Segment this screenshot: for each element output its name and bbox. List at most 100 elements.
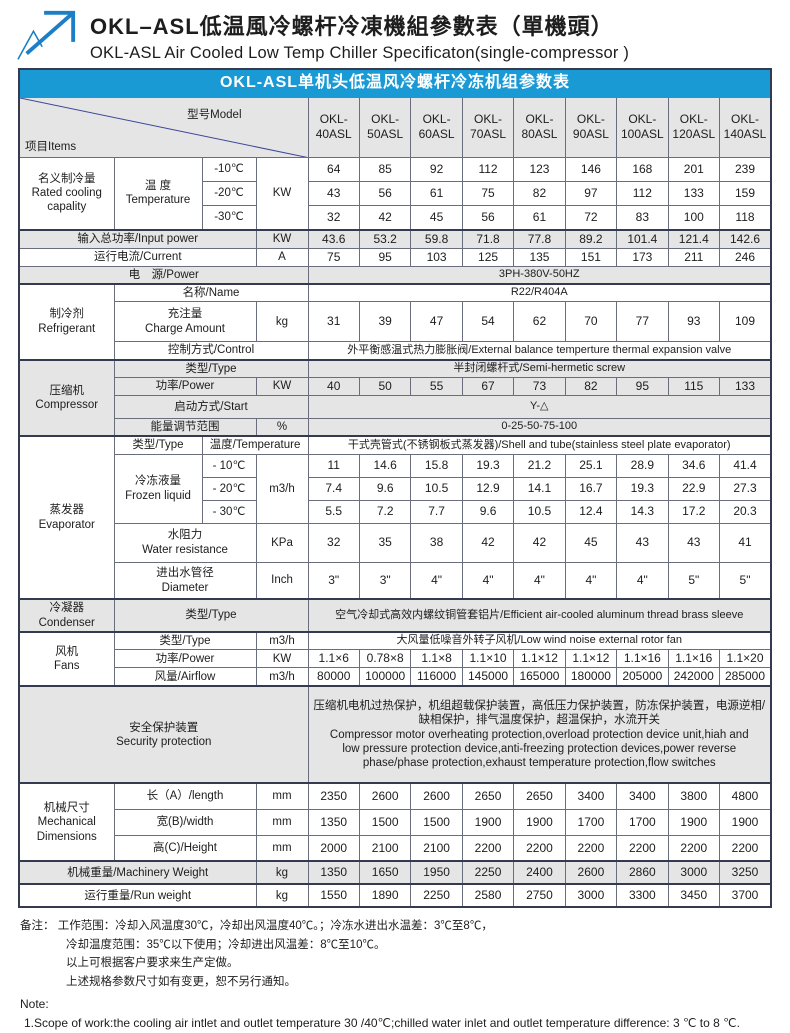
value-cell: 42 bbox=[358, 205, 412, 230]
value-cell: 125 bbox=[461, 247, 515, 267]
value-cell: 11 bbox=[307, 453, 360, 478]
row-width: 宽(B)/width mm 1350 1500 1500 1900 1900 1700 17… bbox=[19, 808, 772, 836]
value-cell: 173 bbox=[616, 247, 669, 267]
value-cell: 5.5 bbox=[307, 499, 360, 524]
value-cell: 9.6 bbox=[358, 476, 412, 501]
value-cell: 201 bbox=[667, 157, 721, 182]
value-cell: 27.3 bbox=[719, 476, 772, 501]
value-cell: 55 bbox=[410, 377, 463, 396]
value-cell: 1350 bbox=[307, 860, 360, 885]
value-cell: 56 bbox=[461, 205, 515, 230]
value-cell: 10.5 bbox=[410, 476, 463, 501]
value-cell: 2200 bbox=[719, 834, 772, 862]
input-power-label: 输入总功率/Input power bbox=[18, 228, 257, 249]
value-cell: 28.9 bbox=[616, 453, 669, 478]
value-cell: 20.3 bbox=[719, 499, 772, 524]
section-label-security: 安全保护装置 Security protection bbox=[18, 685, 309, 784]
row-length: 机械尺寸 Mechanical Dimensions 长（A）/length m… bbox=[18, 782, 772, 862]
length-label: 长（A）/length bbox=[113, 782, 257, 810]
value-cell: 2200 bbox=[667, 834, 721, 862]
value-cell: 2200 bbox=[513, 834, 566, 862]
frozen-temp-minus30: - 30℃ bbox=[201, 499, 257, 524]
value-cell: 4" bbox=[513, 561, 566, 600]
value-cell: 45 bbox=[410, 205, 463, 230]
value-cell: 80000 bbox=[307, 667, 360, 687]
value-cell: 2650 bbox=[461, 782, 515, 810]
value-cell: 101.4 bbox=[616, 228, 669, 249]
value-cell: 43.6 bbox=[307, 228, 360, 249]
value-cell: 1350 bbox=[307, 808, 360, 836]
value-cell: 242000 bbox=[667, 667, 721, 687]
compressor-type-label: 类型/Type bbox=[113, 358, 309, 378]
section-label-dimensions: 机械尺寸 Mechanical Dimensions bbox=[18, 782, 115, 862]
value-cell: 1.1×10 bbox=[461, 649, 515, 669]
value-cell: 1550 bbox=[307, 883, 360, 908]
spec-table: OKL-ASL单机头低温风冷螺杆冷冻机组参数表 项目Items 型号Model … bbox=[18, 68, 772, 909]
value-cell: 1950 bbox=[410, 860, 463, 885]
run-weight-unit: kg bbox=[255, 883, 309, 908]
row-input-power: 输入总功率/Input power KW 43.6 53.2 59.8 71.8 77.… bbox=[18, 228, 772, 249]
width-unit: mm bbox=[255, 808, 309, 836]
value-cell: 239 bbox=[719, 157, 772, 182]
value-cell: 116000 bbox=[410, 667, 463, 687]
model-header-cell: OKL- 100ASL bbox=[616, 96, 669, 158]
value-cell: 2600 bbox=[358, 782, 412, 810]
frozen-temp-minus10: - 10℃ bbox=[201, 453, 257, 478]
value-cell: 1900 bbox=[513, 808, 566, 836]
value-cell: 1650 bbox=[358, 860, 412, 885]
value-cell: 39 bbox=[358, 301, 412, 343]
row-water-resistance: 水阻力 Water resistance KPa 32 35 38 42 42 45 43 4… bbox=[19, 522, 772, 563]
row-diameter: 进出水管径 Diameter Inch 3" 3" 4" 4" 4" 4" 4" 5" 5" bbox=[19, 561, 772, 600]
value-cell: 50 bbox=[358, 377, 412, 396]
value-cell: 10.5 bbox=[513, 499, 566, 524]
start-mode-value: Y-△ bbox=[307, 395, 772, 419]
value-cell: 168 bbox=[616, 157, 669, 182]
value-cell: 4" bbox=[461, 561, 515, 600]
row-compressor-power: 功率/Power KW 40 50 55 67 73 82 95 115 133 bbox=[19, 377, 772, 396]
value-cell: 159 bbox=[719, 181, 772, 206]
value-cell: 75 bbox=[307, 247, 360, 267]
condenser-type-value: 空气冷却式高效内螺纹铜管套铝片/Efficient air-cooled alu… bbox=[307, 598, 772, 633]
section-label-fans: 风机 Fans bbox=[18, 630, 115, 687]
row-run-weight: 运行重量/Run weight kg 1550 1890 2250 2580 2750 3… bbox=[18, 883, 772, 908]
value-cell: 146 bbox=[564, 157, 618, 182]
note-line-zh-4: 上述规格参数尺寸如有变更，恕不另行通知。 bbox=[66, 975, 296, 988]
value-cell: 2250 bbox=[461, 860, 515, 885]
input-power-unit: KW bbox=[255, 228, 309, 249]
value-cell: 3250 bbox=[719, 860, 772, 885]
value-cell: 85 bbox=[358, 157, 412, 182]
row-compressor-type: 压缩机 Compressor 类型/Type 半封闭螺杆式/Semi-herme… bbox=[18, 358, 772, 437]
compressor-power-unit: KW bbox=[255, 377, 309, 396]
table-header-row: 项目Items 型号Model OKL- 40ASL OKL- 50ASL OKL-… bbox=[18, 96, 772, 158]
value-cell: 42 bbox=[461, 522, 515, 563]
table-banner: OKL-ASL单机头低温风冷螺杆冷冻机组参数表 bbox=[18, 68, 772, 98]
section-label-cooling: 名义制冷量 Rated cooling capality bbox=[18, 157, 115, 230]
value-cell: 1700 bbox=[616, 808, 669, 836]
energy-range-label: 能量调节范围 bbox=[113, 418, 257, 437]
height-unit: mm bbox=[255, 834, 309, 862]
value-cell: 1.1×8 bbox=[410, 649, 463, 669]
value-cell: 2000 bbox=[307, 834, 360, 862]
model-header-cell: OKL- 60ASL bbox=[410, 96, 463, 158]
power-supply-value: 3PH-380V-50HZ bbox=[307, 265, 772, 285]
cooling-temp-minus20: -20℃ bbox=[201, 181, 257, 206]
length-unit: mm bbox=[255, 782, 309, 810]
value-cell: 89.2 bbox=[564, 228, 618, 249]
row-charge-amount: 充注量 Charge Amount kg 31 39 47 54 62 70 77 93 109 bbox=[19, 301, 772, 343]
value-cell: 121.4 bbox=[667, 228, 721, 249]
value-cell: 35 bbox=[358, 522, 412, 563]
row-energy-range: 能量调节范围 % 0-25-50-75-100 bbox=[19, 418, 772, 437]
value-cell: 145000 bbox=[461, 667, 515, 687]
value-cell: 205000 bbox=[616, 667, 669, 687]
water-resistance-unit: KPa bbox=[255, 522, 309, 563]
value-cell: 14.6 bbox=[358, 453, 412, 478]
section-label-compressor: 压缩机 Compressor bbox=[18, 358, 115, 437]
row-power-supply: 电 源/Power 3PH-380V-50HZ bbox=[18, 265, 772, 285]
corner-cell: 项目Items 型号Model bbox=[18, 96, 309, 158]
condenser-type-label: 类型/Type bbox=[113, 598, 309, 633]
value-cell: 100 bbox=[667, 205, 721, 230]
arrow-logo-icon bbox=[16, 8, 78, 62]
value-cell: 45 bbox=[564, 522, 618, 563]
value-cell: 1.1×16 bbox=[667, 649, 721, 669]
charge-amount-label: 充注量 Charge Amount bbox=[113, 301, 257, 343]
